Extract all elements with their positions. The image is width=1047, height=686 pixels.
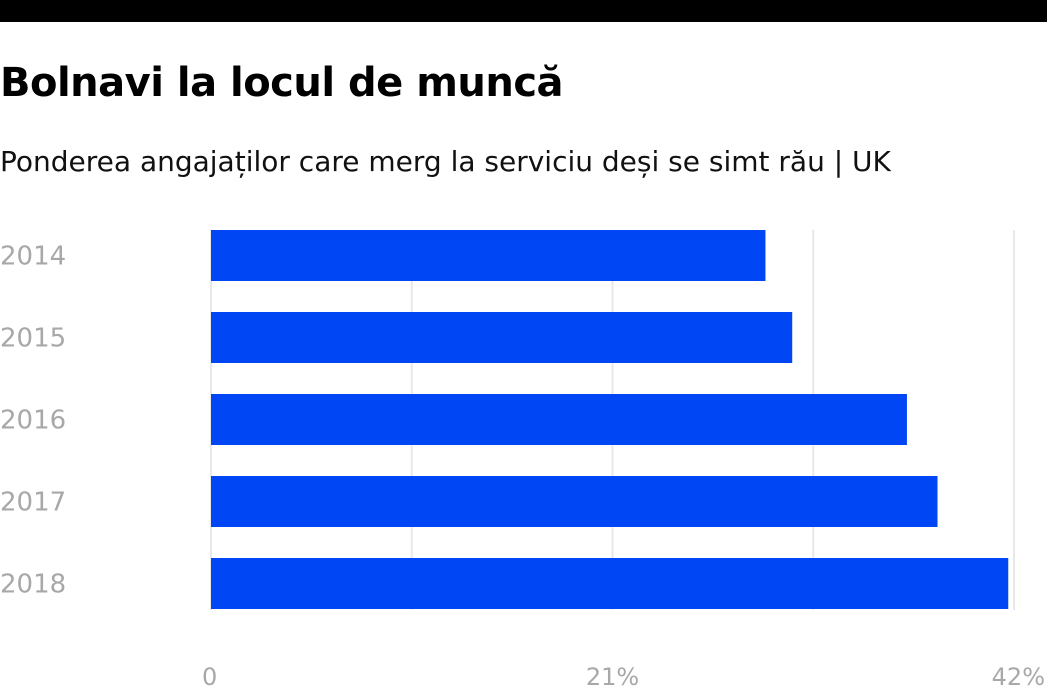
x-tick-label: 0 xyxy=(202,663,217,686)
y-tick-label: 2017 xyxy=(0,488,66,518)
y-tick-label: 2015 xyxy=(0,324,66,354)
bar-2017 xyxy=(211,476,938,527)
chart-subtitle: Ponderea angajaților care merg la servic… xyxy=(0,145,891,178)
chart-title: Bolnavi la locul de muncă xyxy=(0,60,564,106)
bar-2014 xyxy=(211,230,766,281)
x-tick-label: 42% xyxy=(992,663,1045,686)
y-tick-label: 2018 xyxy=(0,570,66,600)
x-tick-label: 21% xyxy=(586,663,639,686)
bar-2015 xyxy=(211,312,793,363)
y-tick-label: 2016 xyxy=(0,406,66,436)
y-tick-label: 2014 xyxy=(0,242,66,272)
bar-2016 xyxy=(211,394,907,445)
top-bar xyxy=(0,0,1047,22)
bar-2018 xyxy=(211,558,1009,609)
